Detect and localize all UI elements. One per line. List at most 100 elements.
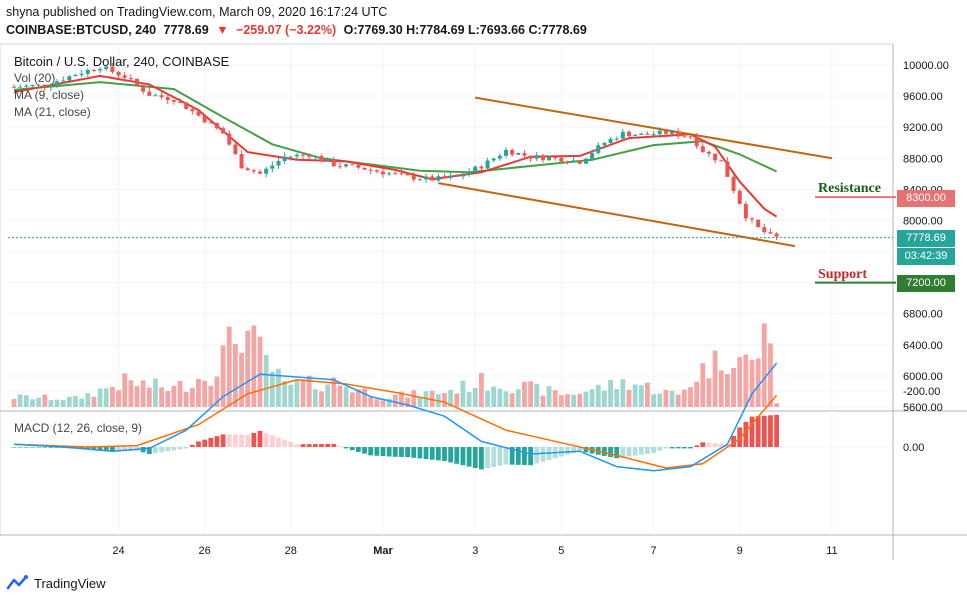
volume-bar: [263, 354, 269, 407]
volume-bar: [442, 393, 447, 407]
upper-channel-line: [475, 96, 833, 160]
bar-countdown: 03:42:39: [897, 248, 955, 265]
macd-histogram-bar: [657, 447, 663, 451]
candle-body: [313, 156, 318, 158]
candle-body: [596, 145, 601, 154]
volume-bar: [577, 393, 583, 407]
macd-histogram-bar: [189, 444, 195, 447]
macd-tick-label: -200.00: [903, 386, 940, 398]
macd-histogram-bar: [608, 447, 613, 458]
volume-legend[interactable]: Vol (20): [14, 71, 56, 85]
resistance-label: Resistance: [818, 181, 881, 196]
candle-body: [756, 219, 761, 228]
price-tick-label: 9200.00: [903, 122, 943, 134]
volume-bar: [183, 391, 189, 407]
volume-bar: [688, 387, 693, 407]
candle-body: [196, 111, 201, 116]
macd-histogram-bar: [276, 437, 281, 447]
candle-body: [42, 84, 47, 87]
candle-body: [319, 156, 324, 162]
candle-body: [553, 157, 558, 159]
macd-histogram-bar: [30, 447, 35, 448]
macd-histogram-bar: [774, 414, 779, 447]
volume-bar: [171, 385, 177, 407]
candle-body: [497, 155, 502, 159]
candle-body: [374, 170, 379, 172]
macd-histogram-bar: [183, 447, 189, 449]
volume-bar: [30, 399, 35, 407]
macd-histogram-bar: [399, 447, 404, 457]
macd-histogram-bar: [202, 439, 208, 447]
volume-bar: [36, 397, 41, 407]
candle-body: [325, 159, 330, 162]
volume-bar: [497, 388, 503, 407]
volume-bar: [552, 390, 558, 407]
volume-bar: [73, 396, 78, 407]
volume-bar: [749, 360, 755, 407]
macd-histogram-bar: [91, 447, 97, 450]
candle-body: [147, 91, 152, 96]
candle-body: [141, 85, 146, 92]
volume-bar: [706, 378, 712, 407]
candle-body: [227, 133, 232, 145]
price-tick-label: 10000.00: [903, 60, 949, 72]
candle-body: [159, 95, 164, 98]
volume-bar: [257, 336, 263, 407]
candle-body: [48, 85, 53, 87]
candle-body: [620, 131, 625, 139]
ma9-legend[interactable]: MA (9, close): [14, 88, 85, 102]
volume-bar: [700, 363, 706, 407]
macd-histogram-bar: [233, 434, 238, 447]
volume-bar: [17, 394, 23, 407]
macd-histogram-bar: [626, 447, 632, 457]
publish-info: shyna published on TradingView.com, Marc…: [6, 5, 388, 19]
volume-bar: [509, 393, 515, 407]
volume-bar: [374, 399, 380, 407]
volume-bar: [202, 380, 208, 407]
candle-body: [614, 138, 619, 140]
candle-body: [583, 158, 588, 164]
time-tick-label: 3: [472, 545, 478, 557]
candle-body: [750, 218, 754, 220]
ma21-legend[interactable]: MA (21, close): [14, 105, 91, 119]
candle-body: [627, 131, 631, 137]
candle-body: [362, 167, 367, 170]
candle-body: [460, 174, 465, 177]
macd-histogram-bar: [356, 447, 361, 452]
volume-bar: [429, 390, 435, 407]
volume-bar: [614, 389, 620, 407]
volume-bar: [485, 390, 490, 407]
time-tick-label: 9: [737, 545, 743, 557]
macd-legend[interactable]: MACD (12, 26, close, 9): [14, 421, 143, 435]
candle-body: [528, 155, 533, 159]
candle-body: [663, 130, 668, 134]
volume-bar: [558, 395, 564, 407]
macd-histogram-bar: [479, 447, 484, 470]
volume-bar: [651, 394, 656, 407]
candle-body: [208, 122, 213, 124]
volume-bar: [165, 391, 171, 407]
volume-bar: [380, 400, 386, 407]
time-tick-label: 5: [558, 545, 564, 557]
time-tick-label: 11: [826, 545, 837, 557]
macd-histogram-bar: [423, 447, 429, 460]
time-tick-label: 7: [651, 545, 657, 557]
macd-histogram-bar: [214, 436, 220, 447]
macd-histogram-bar: [331, 443, 337, 447]
macd-histogram-bar: [663, 447, 669, 449]
volume-bar: [189, 387, 195, 407]
volume-bar: [503, 391, 509, 407]
candle-body: [577, 160, 582, 164]
macd-histogram-bar: [522, 447, 527, 466]
volume-bar: [534, 383, 540, 407]
candle-body: [245, 168, 250, 171]
macd-histogram-bar: [294, 444, 300, 447]
candle-body: [706, 151, 711, 154]
resistance-price-tag: 8300.00: [897, 190, 955, 207]
tradingview-brand[interactable]: TradingView: [6, 572, 106, 594]
candle-body: [239, 153, 244, 169]
publish-header: shyna published on TradingView.com, Marc…: [0, 0, 967, 44]
ohlc-values: O:7769.30 H:7784.69 L:7693.66 C:7778.69: [343, 23, 587, 37]
macd-histogram-bar: [534, 447, 540, 464]
